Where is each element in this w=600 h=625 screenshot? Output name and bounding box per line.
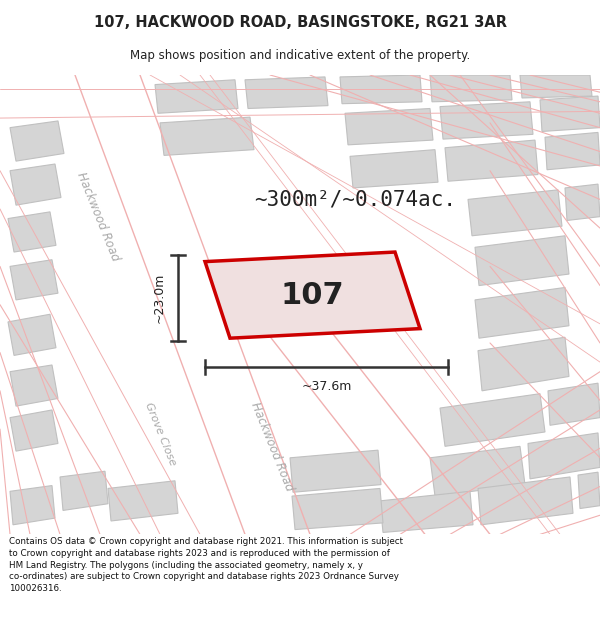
Polygon shape: [10, 486, 55, 525]
Text: ~300m²/~0.074ac.: ~300m²/~0.074ac.: [254, 189, 456, 209]
Polygon shape: [478, 338, 569, 391]
Polygon shape: [10, 410, 58, 451]
Polygon shape: [540, 96, 600, 131]
Polygon shape: [430, 75, 512, 102]
Text: Map shows position and indicative extent of the property.: Map shows position and indicative extent…: [130, 49, 470, 62]
Text: 107: 107: [281, 281, 344, 309]
Polygon shape: [380, 491, 473, 532]
Polygon shape: [245, 77, 328, 109]
Polygon shape: [430, 446, 525, 496]
Polygon shape: [60, 471, 108, 511]
Polygon shape: [8, 314, 56, 356]
Polygon shape: [345, 109, 433, 145]
Text: ~23.0m: ~23.0m: [153, 272, 166, 323]
Polygon shape: [478, 477, 573, 525]
Text: Hackwood Road: Hackwood Road: [74, 170, 122, 263]
Polygon shape: [548, 383, 600, 425]
Polygon shape: [75, 75, 310, 534]
Text: Hackwood Road: Hackwood Road: [248, 400, 296, 492]
Polygon shape: [205, 252, 420, 338]
Polygon shape: [475, 236, 569, 286]
Polygon shape: [292, 489, 383, 529]
Polygon shape: [468, 190, 562, 236]
Text: 107, HACKWOOD ROAD, BASINGSTOKE, RG21 3AR: 107, HACKWOOD ROAD, BASINGSTOKE, RG21 3A…: [94, 15, 506, 30]
Polygon shape: [10, 365, 58, 406]
Polygon shape: [545, 132, 600, 170]
Text: Contains OS data © Crown copyright and database right 2021. This information is : Contains OS data © Crown copyright and d…: [9, 537, 403, 593]
Polygon shape: [565, 184, 600, 221]
Polygon shape: [340, 75, 422, 104]
Polygon shape: [528, 433, 600, 479]
Polygon shape: [445, 140, 538, 181]
Polygon shape: [440, 102, 533, 139]
Polygon shape: [160, 117, 254, 156]
Polygon shape: [475, 288, 569, 338]
Polygon shape: [10, 121, 64, 161]
Polygon shape: [8, 212, 56, 252]
Polygon shape: [108, 481, 178, 521]
Polygon shape: [10, 164, 61, 205]
Polygon shape: [520, 75, 592, 98]
Polygon shape: [350, 149, 438, 188]
Text: Grove Close: Grove Close: [143, 401, 177, 467]
Polygon shape: [578, 472, 600, 509]
Polygon shape: [230, 286, 490, 534]
Polygon shape: [155, 80, 238, 113]
Polygon shape: [290, 450, 381, 493]
Polygon shape: [440, 394, 545, 446]
Text: ~37.6m: ~37.6m: [301, 380, 352, 393]
Polygon shape: [10, 260, 58, 300]
